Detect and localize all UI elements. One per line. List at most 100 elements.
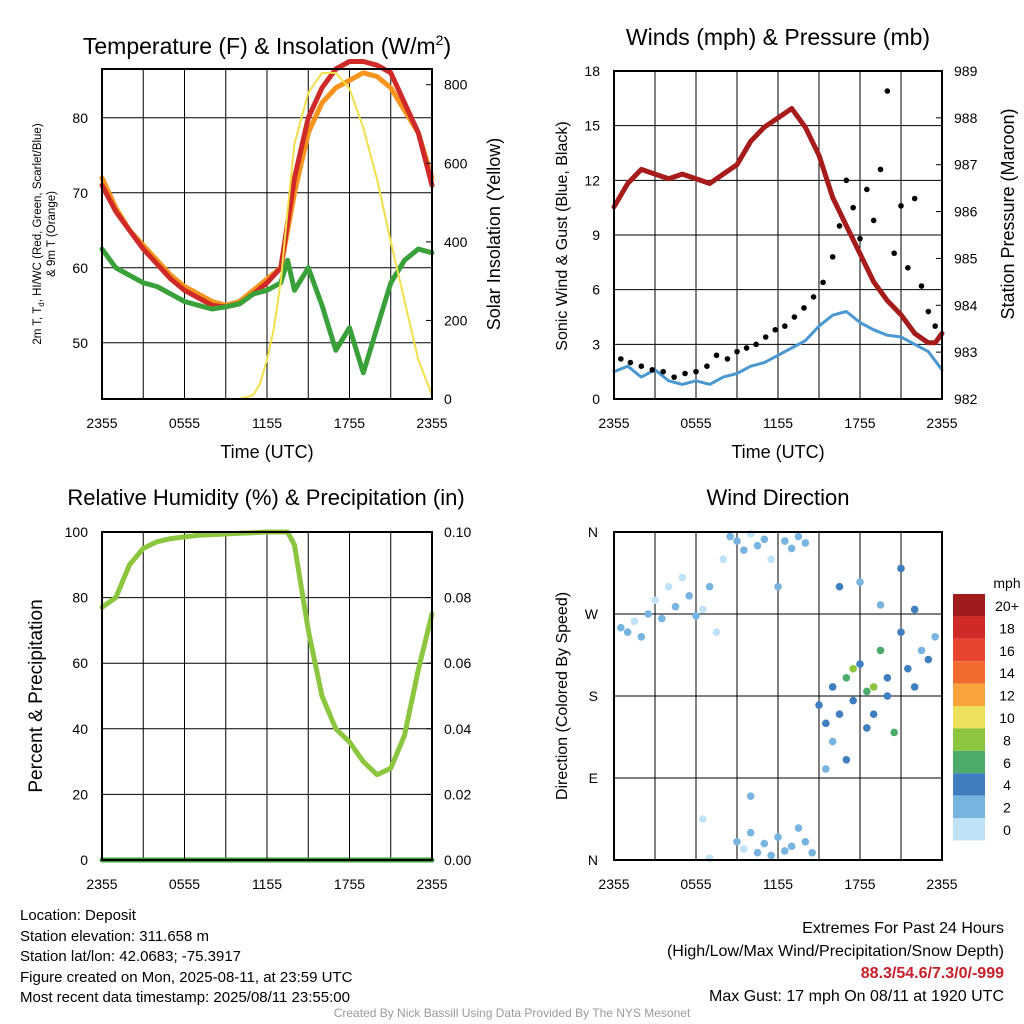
- direction-point: [897, 628, 905, 637]
- y-tick-label: 6: [592, 282, 600, 298]
- direction-point: [767, 555, 775, 564]
- direction-point: [699, 605, 707, 614]
- y-tick-label: 3: [592, 336, 600, 352]
- direction-point: [869, 683, 878, 691]
- panel-title: Winds (mph) & Pressure (mb): [626, 24, 930, 50]
- gust-point: [836, 223, 843, 229]
- elevation-text: Station elevation: 311.658 m: [20, 927, 210, 945]
- direction-point: [883, 673, 892, 682]
- gust-point: [820, 279, 826, 286]
- y-axis-label: Sonic Wind & Gust (Blue, Black): [554, 121, 571, 350]
- direction-point: [781, 847, 789, 855]
- gust-point: [704, 363, 710, 370]
- direction-point: [664, 582, 673, 591]
- y-axis-label: Percent & Precipitation: [26, 599, 47, 792]
- direction-point: [822, 765, 830, 773]
- gust-point: [791, 314, 798, 320]
- x-tick-label: 1755: [334, 876, 365, 892]
- direction-point: [753, 541, 762, 550]
- y-tick-label: W: [585, 606, 599, 622]
- direction-point: [869, 710, 878, 719]
- legend-swatch: [953, 750, 985, 774]
- gust-point: [925, 308, 932, 315]
- gust-point: [772, 326, 779, 333]
- extremes-values: 88.3/54.6/7.3/0/-999: [860, 965, 1004, 982]
- legend-swatch: [953, 795, 985, 818]
- speed-legend: mph 20+ 18 16 14 12 10 8 6 4 2 0: [953, 575, 1021, 841]
- y2-tick-label: 0.08: [444, 590, 471, 606]
- panel-title: Relative Humidity (%) & Precipitation (i…: [67, 485, 464, 510]
- y-tick-label: 100: [65, 524, 89, 540]
- direction-point: [623, 628, 632, 637]
- direction-point: [753, 848, 762, 857]
- direction-point: [835, 582, 844, 591]
- direction-point: [733, 837, 741, 846]
- direction-point: [774, 833, 782, 842]
- direction-point: [856, 578, 864, 586]
- direction-point: [863, 687, 871, 696]
- y2-tick-label: 600: [444, 155, 468, 171]
- direction-point: [787, 842, 796, 851]
- legend-swatch: [953, 706, 985, 729]
- y2-tick-label: 0: [444, 391, 452, 407]
- y2-axis-label: Station Pressure (Maroon): [998, 108, 1018, 319]
- y2-tick-label: 987: [954, 157, 978, 173]
- legend-label: 12: [999, 688, 1015, 704]
- y-tick-label: N: [588, 852, 598, 868]
- x-axis-label: Time (UTC): [220, 442, 313, 462]
- x-tick-label: 0555: [169, 876, 200, 892]
- plot-frame: [613, 70, 943, 400]
- y-tick-label: 40: [72, 721, 88, 737]
- legend-swatch: [953, 638, 985, 662]
- direction-point: [719, 555, 728, 564]
- direction-point: [863, 724, 871, 732]
- legend-label: 6: [1003, 755, 1011, 771]
- x-tick-label: 1755: [844, 415, 875, 431]
- extremes-subtitle: (High/Low/Max Wind/Precipitation/Snow De…: [666, 942, 1004, 960]
- x-tick-label: 1155: [763, 876, 793, 892]
- gust-point: [911, 195, 918, 202]
- gust-point: [660, 368, 666, 375]
- gust-point: [864, 186, 870, 193]
- gust-point: [743, 345, 750, 351]
- direction-point: [924, 655, 933, 664]
- plot-frame: [613, 531, 943, 861]
- legend-label: 4: [1003, 777, 1011, 793]
- y2-tick-label: 986: [954, 204, 978, 220]
- direction-point: [883, 692, 892, 700]
- x-tick-label: 1155: [763, 415, 793, 431]
- gust-point: [918, 283, 925, 289]
- panel-title: Temperature (F) & Insolation (W/m2): [83, 32, 451, 59]
- winds-pressure-panel: Winds (mph) & Pressure (mb) 2355 0555 1155…: [554, 24, 1018, 462]
- series-line: [101, 71, 433, 400]
- legend-swatch: [953, 661, 985, 684]
- y-axis-label: 2m T, Td, HI/WC (Red, Green, Scarlet/Blu…: [32, 123, 46, 344]
- direction-point: [835, 710, 844, 719]
- direction-point: [917, 646, 926, 655]
- y2-tick-label: 200: [444, 312, 468, 328]
- direction-point: [746, 792, 755, 801]
- y-tick-label: S: [589, 688, 598, 704]
- y2-tick-label: 984: [954, 297, 978, 313]
- direction-point: [685, 591, 693, 600]
- gust-point: [762, 334, 769, 340]
- direction-point: [746, 828, 755, 837]
- direction-point: [842, 673, 851, 682]
- y2-axis-label: Solar Insolation (Yellow): [484, 138, 504, 330]
- gust-point: [724, 356, 731, 362]
- y-tick-label: 0: [80, 852, 88, 868]
- legend-label: 10: [999, 710, 1015, 726]
- legend-label: 0: [1003, 822, 1011, 838]
- direction-point: [617, 623, 625, 632]
- legend-label: 16: [999, 643, 1015, 659]
- x-tick-label: 0555: [680, 415, 711, 431]
- y-tick-label: 80: [72, 110, 88, 126]
- y-axis-label: Direction (Colored By Speed): [554, 592, 571, 800]
- x-tick-label: 1755: [844, 876, 875, 892]
- direction-point: [904, 664, 912, 673]
- gust-point: [905, 265, 911, 271]
- direction-point: [828, 737, 837, 746]
- x-tick-label: 0555: [680, 876, 711, 892]
- legend-label: 14: [999, 665, 1015, 681]
- y2-tick-label: 989: [954, 63, 978, 79]
